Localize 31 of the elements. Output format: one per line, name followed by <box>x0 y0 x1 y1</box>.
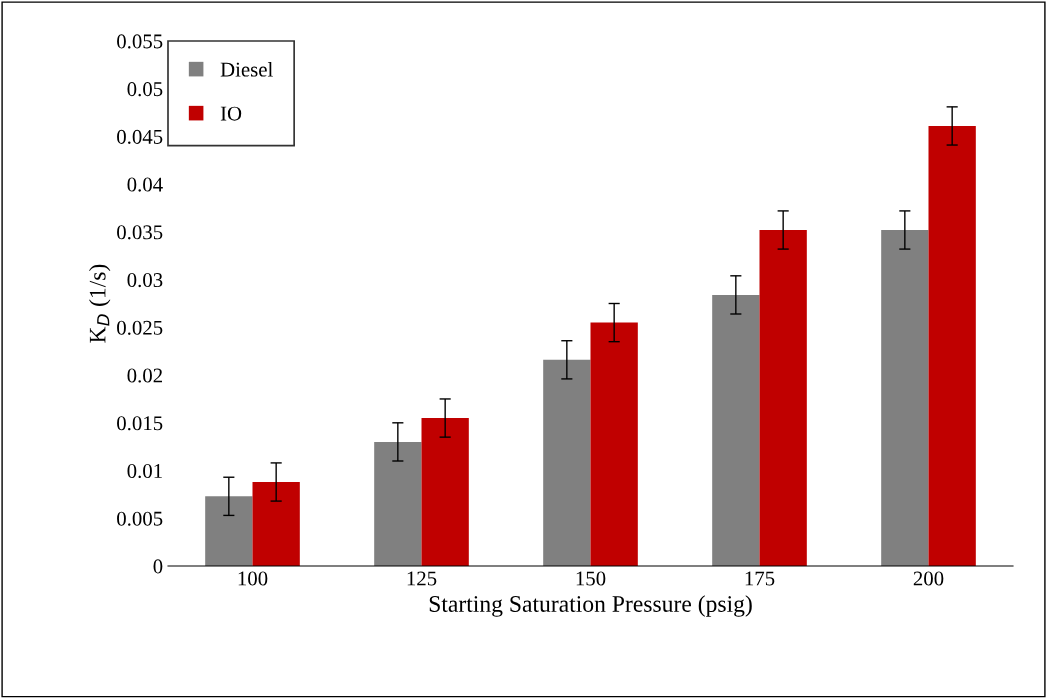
x-tick-label: 150 <box>576 571 606 586</box>
x-tick-label: 200 <box>913 571 944 586</box>
y-axis-title: K$_{D}$ (1/s) <box>88 264 111 343</box>
y-tick-label: 0.02 <box>127 368 162 383</box>
x-tick-label: 100 <box>238 571 268 586</box>
bar <box>421 418 469 566</box>
y-tick-label: 0.015 <box>117 416 163 431</box>
bar <box>759 230 807 566</box>
bar <box>928 125 976 566</box>
y-tick-label: 0.04 <box>127 177 163 192</box>
bar <box>374 441 422 566</box>
y-tick-label: 0.055 <box>117 34 163 49</box>
y-tick-label: 0.05 <box>127 82 163 97</box>
legend-label: Diesel <box>220 61 273 77</box>
bar <box>543 359 591 566</box>
legend-label: IO <box>220 106 242 121</box>
y-tick-label: 0.005 <box>117 511 163 526</box>
x-tick-label: 125 <box>407 571 437 586</box>
bar <box>252 482 300 566</box>
y-tick-label: 0.045 <box>117 129 163 144</box>
y-tick-label: 0 <box>153 559 163 574</box>
bar <box>205 496 253 566</box>
x-axis-title: Starting Saturation Pressure (psig) <box>429 595 752 617</box>
y-tick-label: 0.03 <box>127 273 163 288</box>
bar <box>590 322 638 566</box>
y-tick-label: 0.035 <box>117 225 163 240</box>
bar <box>712 294 760 566</box>
y-tick-label: 0.01 <box>127 463 162 479</box>
x-tick-label: 175 <box>745 571 775 586</box>
y-tick-label: 0.025 <box>117 320 163 335</box>
bar <box>881 230 929 566</box>
